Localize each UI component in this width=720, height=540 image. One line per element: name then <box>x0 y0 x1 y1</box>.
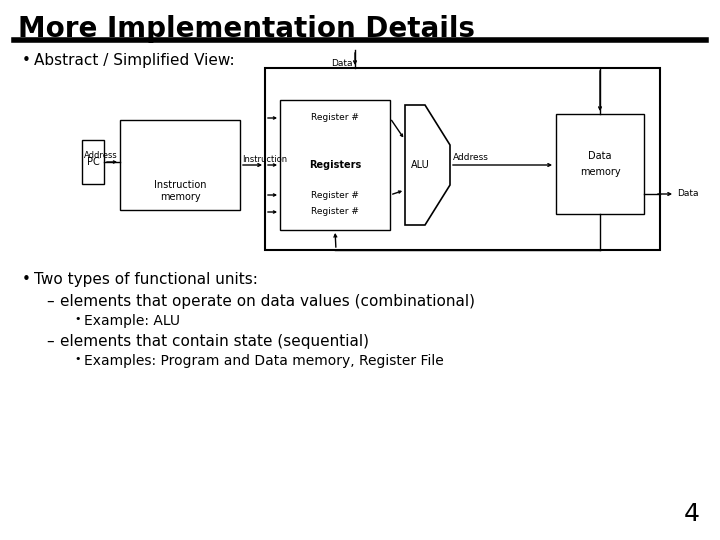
Text: Instruction: Instruction <box>154 180 206 190</box>
Text: •: • <box>74 354 81 364</box>
Text: Data: Data <box>677 190 698 199</box>
Text: Examples: Program and Data memory, Register File: Examples: Program and Data memory, Regis… <box>84 354 444 368</box>
Text: Register #: Register # <box>311 191 359 199</box>
Text: Register #: Register # <box>311 207 359 217</box>
Text: Data: Data <box>588 151 612 161</box>
Bar <box>265 68 660 250</box>
Text: More Implementation Details: More Implementation Details <box>18 15 475 43</box>
Text: Data: Data <box>331 58 353 68</box>
Text: ALU: ALU <box>410 160 429 170</box>
Text: memory: memory <box>160 192 200 202</box>
Text: •: • <box>22 272 31 287</box>
Text: Instruction: Instruction <box>242 154 287 164</box>
Text: Two types of functional units:: Two types of functional units: <box>34 272 258 287</box>
Text: •: • <box>74 314 81 324</box>
Text: PC: PC <box>86 157 99 167</box>
Bar <box>82 140 104 184</box>
Text: elements that contain state (sequential): elements that contain state (sequential) <box>60 334 369 349</box>
Bar <box>280 100 390 230</box>
Text: –: – <box>46 334 53 349</box>
Text: elements that operate on data values (combinational): elements that operate on data values (co… <box>60 294 475 309</box>
Text: memory: memory <box>580 167 621 177</box>
Bar <box>120 120 240 210</box>
Text: Registers: Registers <box>309 160 361 170</box>
Bar <box>556 114 644 214</box>
Text: Abstract / Simplified View:: Abstract / Simplified View: <box>34 53 235 68</box>
Polygon shape <box>405 105 450 225</box>
Text: –: – <box>46 294 53 309</box>
Text: Register #: Register # <box>311 113 359 123</box>
Text: Address: Address <box>84 152 118 160</box>
Text: 4: 4 <box>684 502 700 526</box>
Text: Example: ALU: Example: ALU <box>84 314 180 328</box>
Text: Address: Address <box>453 153 489 163</box>
Text: •: • <box>22 53 31 68</box>
